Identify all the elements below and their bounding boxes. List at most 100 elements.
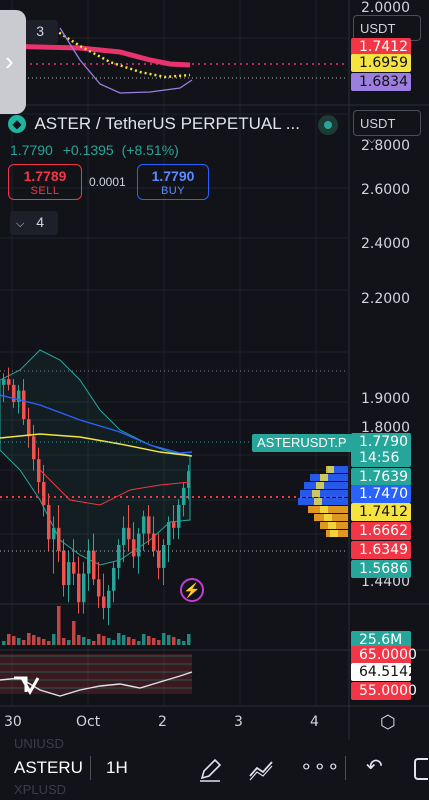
rsi-tag-0: 65.0000 bbox=[351, 646, 417, 664]
candle-body bbox=[32, 436, 36, 460]
layout-icon[interactable] bbox=[414, 758, 428, 780]
volume-bar bbox=[167, 635, 171, 645]
alert-lightning-icon[interactable]: ⚡ bbox=[180, 578, 204, 602]
symbol-header[interactable]: ◆ ASTER / TetherUS PERPETUAL ... bbox=[8, 114, 338, 136]
level-tag-5: 1.5686 bbox=[351, 560, 411, 578]
time-label-2: 2 bbox=[158, 714, 167, 730]
sell-button[interactable]: 1.7789 SELL bbox=[8, 164, 82, 200]
sell-label: SELL bbox=[30, 185, 60, 197]
chevron-right-icon: › bbox=[5, 46, 14, 76]
price-axis-label: 1.8000 bbox=[361, 420, 410, 436]
top-indicator-tag-2: 1.6834 bbox=[351, 73, 411, 91]
volume-bar bbox=[67, 640, 71, 645]
candle-body bbox=[67, 562, 71, 586]
bottom-divider-2 bbox=[345, 756, 346, 780]
volume-bar bbox=[162, 633, 166, 645]
more-icon[interactable]: ∘∘∘ bbox=[300, 756, 341, 778]
volume-profile-highlight bbox=[314, 498, 322, 505]
top-indicator-count: 3 bbox=[36, 23, 45, 39]
price-axis-label: 2.4000 bbox=[361, 236, 410, 252]
ma-blue bbox=[0, 394, 193, 454]
symbol-currency-box[interactable]: USDT ⌵ bbox=[353, 110, 421, 146]
candle-body bbox=[42, 482, 46, 505]
volume-bar bbox=[37, 637, 41, 645]
volume-tag: 25.6M bbox=[351, 631, 411, 649]
candle-body bbox=[17, 390, 21, 402]
candle-body bbox=[7, 379, 11, 385]
volume-bar bbox=[107, 638, 111, 645]
candle-body bbox=[37, 459, 41, 483]
candle-body bbox=[22, 390, 26, 420]
candle-body bbox=[132, 539, 136, 557]
chevron-down-icon: ⌵ bbox=[368, 135, 376, 146]
side-drawer-handle[interactable]: › bbox=[0, 10, 26, 114]
ghost-symbol-bottom: XPLUSD bbox=[14, 782, 67, 797]
candle-body bbox=[147, 516, 151, 534]
volume-profile-bar bbox=[304, 482, 348, 489]
candle-body bbox=[47, 504, 51, 540]
price-axis-label: 1.4400 bbox=[361, 574, 410, 590]
price-axis-label: 2.8000 bbox=[361, 138, 410, 154]
bottom-symbol[interactable]: ASTERU bbox=[14, 758, 83, 777]
volume-bar bbox=[177, 639, 181, 645]
volume-profile-bar bbox=[310, 474, 348, 481]
candle-body bbox=[62, 550, 66, 586]
volume-bar bbox=[127, 637, 131, 645]
price-axis-label: 2.0000 bbox=[361, 0, 410, 16]
volume-bar bbox=[52, 634, 56, 645]
top-indicator-tag-1: 1.6959 bbox=[351, 54, 411, 72]
volume-bar bbox=[112, 640, 116, 645]
volume-bar bbox=[17, 638, 21, 645]
symbol-currency-label: USDT bbox=[360, 116, 396, 131]
trendline-tool-icon[interactable] bbox=[247, 756, 275, 784]
volume-bar bbox=[182, 641, 186, 645]
pen-tool-icon[interactable] bbox=[196, 756, 224, 784]
candle-body bbox=[162, 545, 166, 568]
buy-price: 1.7790 bbox=[151, 168, 195, 184]
last-price-value: 1.7790 bbox=[359, 434, 408, 450]
time-label-4: 4 bbox=[310, 714, 319, 730]
volume-bar bbox=[72, 621, 76, 645]
candle-body bbox=[177, 504, 181, 528]
volume-bar bbox=[187, 634, 191, 645]
undo-icon[interactable]: ↶ bbox=[366, 756, 383, 778]
candle-body bbox=[122, 527, 126, 545]
level-tag-4: 1.6349 bbox=[351, 541, 411, 559]
interval-button[interactable]: 1H bbox=[106, 758, 128, 777]
top-currency-box[interactable]: USDT bbox=[353, 15, 421, 41]
indicator-count: 4 bbox=[36, 214, 45, 230]
buy-button[interactable]: 1.7790 BUY bbox=[137, 164, 209, 200]
bottom-divider bbox=[90, 756, 91, 780]
volume-profile-highlight bbox=[328, 522, 336, 529]
candle-body bbox=[112, 567, 116, 591]
top-currency-label: USDT bbox=[360, 21, 396, 36]
candle-body bbox=[157, 550, 161, 568]
bar-countdown: 14:56 bbox=[359, 450, 400, 466]
quote-line: 1.7790 +0.1395 (+8.51%) bbox=[10, 142, 179, 158]
top-ma-purple bbox=[59, 27, 193, 94]
volume-profile-highlight bbox=[316, 482, 324, 489]
candle-body bbox=[127, 527, 131, 540]
chart-settings-icon[interactable]: ⬡ bbox=[380, 712, 396, 732]
volume-bar bbox=[22, 640, 26, 645]
candle-body bbox=[52, 527, 56, 540]
candle-body bbox=[142, 516, 146, 534]
volume-bar bbox=[32, 635, 36, 645]
candle-body bbox=[152, 533, 156, 551]
candle-body bbox=[87, 550, 91, 574]
price-axis-label: 2.6000 bbox=[361, 182, 410, 198]
ma-yellow bbox=[0, 433, 193, 457]
indicator-collapse-control[interactable]: ⌵ 4 bbox=[10, 211, 58, 235]
volume-bar bbox=[152, 638, 156, 645]
time-label-oct: Oct bbox=[76, 714, 101, 730]
volume-bar bbox=[2, 641, 6, 645]
volume-profile-highlight bbox=[324, 514, 332, 521]
volume-bar bbox=[157, 640, 161, 645]
volume-bar bbox=[117, 633, 121, 645]
volume-bar bbox=[57, 606, 61, 645]
volume-bar bbox=[92, 641, 96, 645]
time-label-3: 3 bbox=[234, 714, 243, 730]
candle-body bbox=[97, 579, 101, 597]
volume-bar bbox=[97, 634, 101, 645]
